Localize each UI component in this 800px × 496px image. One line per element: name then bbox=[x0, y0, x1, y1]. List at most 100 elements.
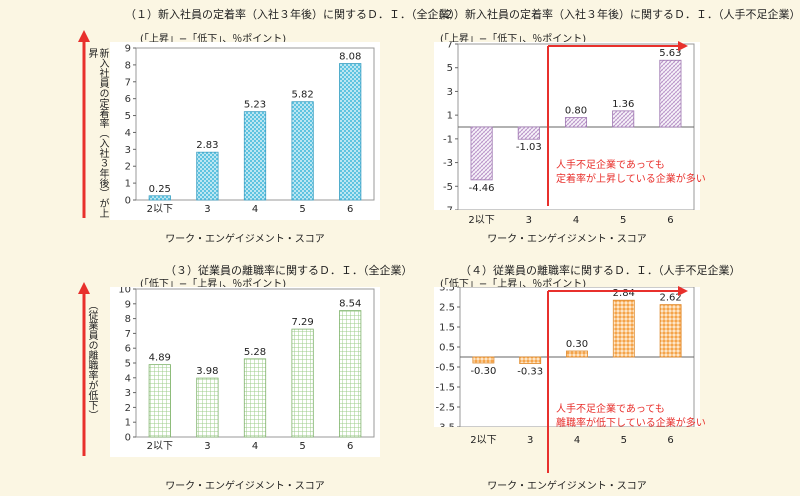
chart2-annotation-line1: 人手不足企業であっても bbox=[556, 160, 665, 171]
chart4-title: （４）従業員の離職率に関するＤ．Ｉ．（人手不足企業） bbox=[460, 264, 741, 277]
chart2-unit-note: (「上昇」−「低下」、％ポイント) bbox=[440, 34, 587, 45]
bar bbox=[517, 126, 540, 140]
chart4-x-tick-labels: 2以下 3 4 5 6 bbox=[470, 435, 674, 446]
x-tick-label: 3 bbox=[204, 204, 210, 215]
chart3-svg: 0 1 2 3 4 5 6 7 8 9 10 4.89 2以下 3.98 3 5.28 4 7.29 5 8.54 6 bbox=[118, 285, 375, 452]
x-tick-label: 2以下 bbox=[468, 215, 494, 226]
bar bbox=[196, 151, 219, 201]
y-tick-label: 9 bbox=[125, 299, 131, 310]
bar bbox=[659, 59, 682, 128]
y-tick-label: -7 bbox=[443, 206, 453, 211]
bar bbox=[472, 356, 495, 364]
x-tick-label: 5 bbox=[299, 441, 305, 452]
y-tick-label: 6 bbox=[125, 94, 131, 105]
chart2-title: （２）新入社員の定着率（入社３年後）に関するＤ．Ｉ．（人手不足企業） bbox=[432, 8, 800, 21]
bar bbox=[291, 101, 314, 201]
chart4-annotation-line1: 人手不足企業であっても bbox=[556, 404, 665, 415]
bar-value-label: 0.25 bbox=[149, 184, 171, 195]
bar-value-label: 0.30 bbox=[566, 339, 588, 350]
bar-value-label: 8.08 bbox=[339, 52, 361, 63]
x-tick-label: 4 bbox=[573, 215, 579, 226]
y-tick-label: 5 bbox=[125, 359, 131, 370]
bar-value-label: 5.82 bbox=[291, 90, 313, 101]
x-tick-label: 2以下 bbox=[147, 441, 173, 452]
x-tick-label: 3 bbox=[526, 215, 532, 226]
y-tick-label: 1 bbox=[447, 111, 453, 122]
panel4-arrow bbox=[547, 286, 688, 473]
chart1-title: （１）新入社員の定着率（入社３年後）に関するＤ．Ｉ．（全企業） bbox=[125, 8, 461, 21]
bar bbox=[339, 310, 362, 438]
y-tick-label: 1 bbox=[125, 418, 131, 429]
y-tick-label: 0 bbox=[125, 196, 131, 207]
bar-value-label: -0.33 bbox=[517, 367, 543, 378]
x-tick-label: 6 bbox=[347, 204, 353, 215]
y-tick-label: -3.5 bbox=[435, 423, 455, 428]
chart2-x-title: ワーク・エンゲイジメント・スコア bbox=[487, 234, 647, 245]
chart4-x-title: ワーク・エンゲイジメント・スコア bbox=[487, 481, 647, 492]
chart1-plot: 0 1 2 3 4 5 6 7 8 9 0.25 2以下 2.83 3 5.23 4 5.82 5 8.08 6 bbox=[110, 42, 380, 220]
bar bbox=[612, 110, 635, 128]
bar bbox=[564, 117, 588, 128]
bar-value-label: -0.30 bbox=[470, 366, 496, 377]
bar bbox=[519, 356, 542, 364]
y-tick-label: 5 bbox=[125, 111, 131, 122]
bar-value-label: 4.89 bbox=[149, 353, 171, 364]
y-tick-label: -2.5 bbox=[435, 403, 455, 414]
y-tick-label: -5 bbox=[443, 182, 453, 193]
chart2-x-tick-labels: 2以下 3 4 5 6 bbox=[468, 215, 673, 226]
y-tick-label: 0.5 bbox=[439, 343, 455, 354]
panel2-arrow bbox=[547, 41, 688, 206]
bar bbox=[470, 126, 493, 181]
y-tick-label: -0.5 bbox=[435, 363, 455, 374]
y-tick-label: -1.5 bbox=[435, 383, 455, 394]
bar-value-label: 1.36 bbox=[612, 99, 634, 110]
x-tick-label: 5 bbox=[299, 204, 305, 215]
y-tick-label: 9 bbox=[125, 44, 131, 55]
panel4-arrow-right-icon bbox=[678, 286, 688, 296]
bar-value-label: 5.63 bbox=[659, 48, 681, 59]
y-tick-label: 0 bbox=[125, 433, 131, 444]
chart1-y-label: 新入社員の定着率（入社３年後）が上昇 bbox=[86, 48, 108, 218]
chart2-annotation-line2: 定着率が上昇している企業が多い bbox=[556, 174, 706, 185]
chart3-y-label: （従業員の離職率が低下） bbox=[86, 300, 97, 420]
y-tick-label: 3 bbox=[447, 87, 453, 98]
bar bbox=[243, 358, 267, 438]
y-tick-label: 4 bbox=[125, 128, 131, 139]
bar-value-label: -4.46 bbox=[469, 183, 495, 194]
x-tick-label: 6 bbox=[667, 215, 673, 226]
bar-value-label: 7.29 bbox=[291, 317, 313, 328]
bar bbox=[148, 364, 171, 438]
x-tick-label: 4 bbox=[252, 441, 258, 452]
arrow-up-icon-3 bbox=[78, 282, 90, 294]
x-tick-label: 5 bbox=[620, 215, 626, 226]
x-tick-label: 3 bbox=[527, 435, 533, 446]
x-tick-label: 4 bbox=[574, 435, 580, 446]
bar bbox=[612, 299, 635, 358]
chart3-unit-note: (「低下」−「上昇」、％ポイント) bbox=[140, 279, 287, 290]
y-tick-label: -3 bbox=[443, 158, 453, 169]
bar-value-label: 2.62 bbox=[659, 293, 681, 304]
y-tick-label: 8 bbox=[125, 314, 131, 325]
chart1-svg: 0 1 2 3 4 5 6 7 8 9 0.25 2以下 2.83 3 5.23 4 5.82 5 8.08 6 bbox=[125, 44, 375, 215]
x-tick-label: 6 bbox=[667, 435, 673, 446]
x-tick-label: 3 bbox=[204, 441, 210, 452]
panel2-arrow-right-icon bbox=[678, 41, 688, 51]
y-tick-label: 1.5 bbox=[439, 323, 455, 334]
bar bbox=[339, 63, 362, 201]
bar bbox=[566, 350, 588, 358]
bar-value-label: -1.03 bbox=[516, 142, 542, 153]
left-arrows bbox=[78, 30, 90, 456]
y-tick-label: -1 bbox=[443, 134, 453, 145]
y-tick-label: 8 bbox=[125, 60, 131, 71]
y-tick-label: 1 bbox=[125, 179, 131, 190]
y-tick-label: 2 bbox=[125, 162, 131, 173]
bar-value-label: 3.98 bbox=[196, 366, 218, 377]
y-tick-label: 3 bbox=[125, 145, 131, 156]
chart2-plot: 7 5 3 1 -1 -3 -5 -7 -4.46 -1.03 0.80 1.36 5.63 bbox=[434, 40, 700, 217]
chart3-plot: 0 1 2 3 4 5 6 7 8 9 10 4.89 2以下 3.98 3 5.28 4 7.29 5 8.54 6 bbox=[110, 285, 380, 457]
y-tick-label: 10 bbox=[118, 287, 131, 296]
bar-value-label: 8.54 bbox=[339, 299, 361, 310]
chart1-x-title: ワーク・エンゲイジメント・スコア bbox=[165, 234, 325, 245]
x-tick-label: 6 bbox=[347, 441, 353, 452]
y-tick-label: 7 bbox=[447, 42, 453, 51]
